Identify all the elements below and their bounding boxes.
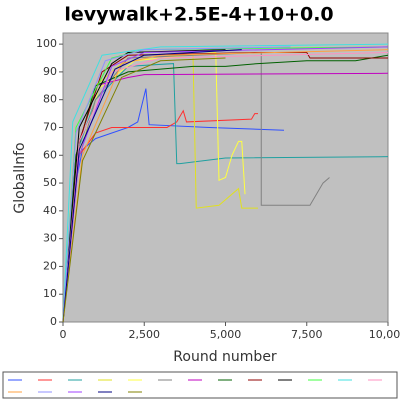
x-tick-label: 2,500 [129, 328, 161, 341]
x-tick-label: 5,000 [210, 328, 242, 341]
y-tick-label: 50 [43, 176, 57, 189]
series-line [62, 51, 388, 323]
y-tick-label: 40 [43, 204, 57, 217]
series-line [62, 63, 389, 323]
series-line [62, 109, 258, 323]
chart-title: levywalk+2.5E-4+10+0.0 [64, 4, 333, 26]
series-line [62, 51, 389, 323]
series-line [62, 57, 226, 323]
y-tick-label: 30 [43, 232, 57, 245]
series-line [62, 43, 389, 323]
y-tick-label: 0 [50, 315, 57, 328]
x-tick-label: 0 [60, 328, 67, 341]
series-line [62, 49, 226, 323]
y-tick-label: 60 [43, 148, 57, 161]
series-line [62, 46, 291, 323]
y-tick-label: 90 [43, 65, 57, 78]
y-tick-label: 20 [43, 259, 57, 272]
x-tick-label: 7,500 [291, 328, 323, 341]
x-tick-label: 10,000 [369, 328, 400, 341]
x-axis-label: Round number [173, 349, 277, 365]
y-tick-label: 100 [36, 37, 57, 50]
y-tick-label: 10 [43, 287, 57, 300]
series-line [62, 49, 242, 323]
legend [2, 371, 398, 399]
y-tick-label: 70 [43, 120, 57, 133]
y-axis-label: GlobalInfo [12, 142, 28, 213]
y-tick-label: 80 [43, 93, 57, 106]
